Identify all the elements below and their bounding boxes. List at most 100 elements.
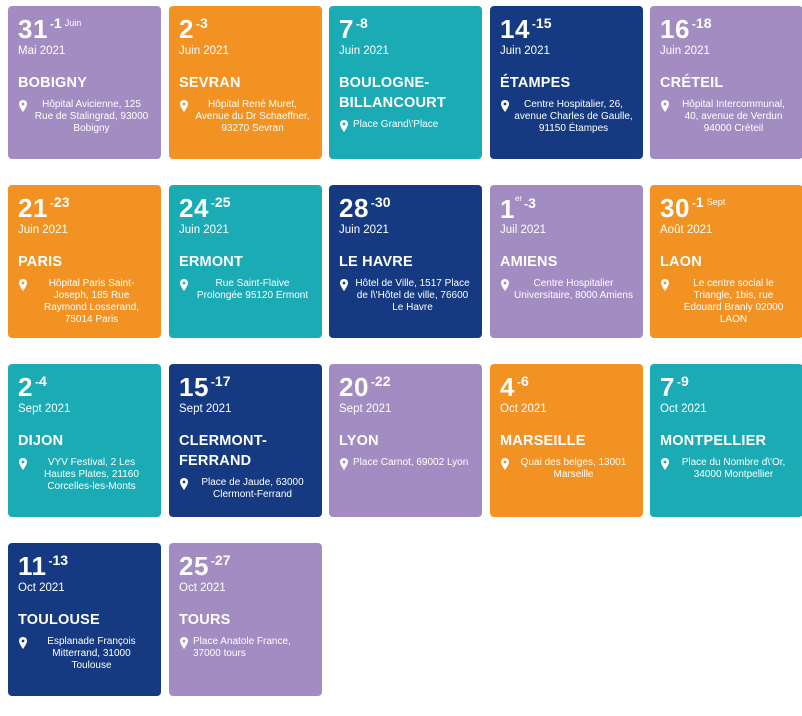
start-day: 2: [179, 14, 194, 44]
event-city: AMIENS: [500, 254, 558, 270]
event-city: TOULOUSE: [18, 612, 100, 628]
event-month: Juin 2021: [339, 45, 389, 57]
event-month: Août 2021: [660, 224, 713, 236]
event-address: Quai des belges, 13001 Marseille: [520, 457, 627, 480]
event-location: Place Grand\'Place: [339, 119, 472, 132]
event-city: DIJON: [18, 433, 64, 449]
date-separator: -: [49, 196, 54, 210]
event-address: Hôtel de Ville, 1517 Place de l\'Hôtel d…: [355, 278, 470, 313]
event-location: Quai des belges, 13001 Marseille: [500, 457, 633, 481]
event-dates: 1er -3: [500, 194, 633, 223]
event-address: Rue Saint-Flaive Prolongée 95120 Ermont: [196, 278, 309, 301]
event-city: ERMONT: [179, 254, 244, 270]
event-month: Oct 2021: [179, 582, 226, 594]
map-pin-icon: [180, 100, 188, 112]
event-month: Oct 2021: [500, 403, 547, 415]
event-card-marseille[interactable]: 4 -6 Oct 2021 MARSEILLE Quai des belges, …: [490, 364, 643, 517]
event-card-ermont[interactable]: 24 -25 Juin 2021 ERMONT Rue Saint-Flaive …: [169, 185, 322, 338]
map-pin-icon: [501, 279, 509, 291]
event-card-lyon[interactable]: 20 -22 Sept 2021 LYON Place Carnot, 69002…: [329, 364, 482, 517]
event-location: Place de Jaude, 63000 Clermont-Ferrand: [179, 477, 312, 501]
event-card-toulouse[interactable]: 11 -13 Oct 2021 TOULOUSE Esplanade Franço…: [8, 543, 161, 696]
event-address: Hôpital Avicienne, 125 Rue de Stalingrad…: [34, 99, 149, 134]
event-location: Hôpital Avicienne, 125 Rue de Stalingrad…: [18, 99, 151, 135]
end-day: 8: [359, 15, 368, 31]
date-separator: -: [691, 196, 696, 210]
date-separator: -: [195, 17, 200, 31]
event-card-boulogne-billancourt[interactable]: 7 -8 Juin 2021 BOULOGNE-BILLANCOURT Place…: [329, 6, 482, 159]
end-day: 13: [52, 552, 69, 568]
event-card-etampes[interactable]: 14 -15 Juin 2021 ÉTAMPES Centre Hospitali…: [490, 6, 643, 159]
end-day: 1: [53, 15, 62, 31]
event-card-sevran[interactable]: 2 -3 Juin 2021 SEVRAN Hôpital René Muret,…: [169, 6, 322, 159]
event-location: Hôpital René Muret, Avenue du Dr Schaeff…: [179, 99, 312, 135]
map-pin-icon: [180, 279, 188, 291]
event-card-bobigny[interactable]: 31 -1 Juin Mai 2021 BOBIGNY Hôpital Avicie…: [8, 6, 161, 159]
start-day: 7: [339, 14, 354, 44]
start-day: 16: [660, 14, 690, 44]
event-dates: 2 -4: [18, 374, 151, 401]
date-separator: -: [210, 196, 215, 210]
event-location: Hôpital Paris Saint-Joseph, 185 Rue Raym…: [18, 278, 151, 326]
event-city: LE HAVRE: [339, 254, 413, 270]
end-day: 6: [520, 373, 529, 389]
ordinal-suffix: er: [514, 194, 523, 203]
event-location: Hôtel de Ville, 1517 Place de l\'Hôtel d…: [339, 278, 472, 314]
event-dates: 14 -15: [500, 16, 633, 43]
event-card-creteil[interactable]: 16 -18 Juin 2021 CRÉTEIL Hôpital Intercom…: [650, 6, 802, 159]
start-day: 20: [339, 372, 369, 402]
map-pin-icon: [661, 279, 669, 291]
event-month: Juil 2021: [500, 224, 547, 236]
event-card-dijon[interactable]: 2 -4 Sept 2021 DIJON VYV Festival, 2 Les …: [8, 364, 161, 517]
event-month: Juin 2021: [660, 45, 710, 57]
event-location: VYV Festival, 2 Les Hautes Plates, 21160…: [18, 457, 151, 493]
event-card-paris[interactable]: 21 -23 Juin 2021 PARIS Hôpital Paris Sain…: [8, 185, 161, 338]
end-month: Sept: [706, 197, 726, 207]
map-pin-icon: [661, 458, 669, 470]
event-dates: 11 -13: [18, 553, 151, 580]
event-card-montpellier[interactable]: 7 -9 Oct 2021 MONTPELLIER Place du Nombre…: [650, 364, 802, 517]
map-pin-icon: [19, 279, 27, 291]
event-location: Place Carnot, 69002 Lyon: [339, 457, 472, 470]
event-location: Centre Hospitalier, 26, avenue Charles d…: [500, 99, 633, 135]
event-city: LYON: [339, 433, 379, 449]
event-city: BOULOGNE-BILLANCOURT: [339, 75, 446, 111]
event-card-amiens[interactable]: 1er -3 Juil 2021 AMIENS Centre Hospitalie…: [490, 185, 643, 338]
event-dates: 20 -22: [339, 374, 472, 401]
event-dates: 31 -1 Juin: [18, 16, 151, 43]
event-card-tours[interactable]: 25 -27 Oct 2021 TOURS Place Anatole Franc…: [169, 543, 322, 696]
start-day: 24: [179, 193, 209, 223]
event-month: Oct 2021: [18, 582, 65, 594]
event-location: Rue Saint-Flaive Prolongée 95120 Ermont: [179, 278, 312, 302]
event-address: Esplanade François Mitterrand, 31000 Tou…: [47, 636, 136, 671]
end-day: 9: [680, 373, 689, 389]
event-city: CRÉTEIL: [660, 75, 724, 91]
end-day: 25: [214, 194, 231, 210]
event-address: Hôpital René Muret, Avenue du Dr Schaeff…: [195, 99, 310, 134]
event-card-le-havre[interactable]: 28 -30 Juin 2021 LE HAVRE Hôtel de Ville,…: [329, 185, 482, 338]
event-dates: 7 -9: [660, 374, 793, 401]
start-day: 31: [18, 14, 48, 44]
start-day: 14: [500, 14, 530, 44]
event-address: Place Grand\'Place: [353, 119, 439, 130]
event-location: Hôpital Intercommunal, 40, avenue de Ver…: [660, 99, 793, 135]
date-separator: -: [210, 554, 215, 568]
event-card-laon[interactable]: 30 -1 Sept Août 2021 LAON Le centre social…: [650, 185, 802, 338]
date-separator: -: [691, 17, 696, 31]
event-month: Oct 2021: [660, 403, 707, 415]
date-separator: -: [48, 554, 53, 568]
event-address: Place Anatole France, 37000 tours: [193, 636, 291, 659]
event-dates: 24 -25: [179, 195, 312, 222]
start-day: 11: [18, 551, 47, 581]
date-separator: -: [34, 375, 39, 389]
event-location: Le centre social le Triangle, 1bis, rue …: [660, 278, 793, 326]
event-city: TOURS: [179, 612, 231, 628]
map-pin-icon: [340, 458, 348, 470]
event-dates: 28 -30: [339, 195, 472, 222]
end-day: 1: [695, 194, 704, 210]
start-day: 2: [18, 372, 33, 402]
end-day: 23: [53, 194, 70, 210]
event-card-clermont-ferrand[interactable]: 15 -17 Sept 2021 CLERMONT-FERRAND Place d…: [169, 364, 322, 517]
event-location: Esplanade François Mitterrand, 31000 Tou…: [18, 636, 151, 672]
event-dates: 30 -1 Sept: [660, 195, 793, 222]
